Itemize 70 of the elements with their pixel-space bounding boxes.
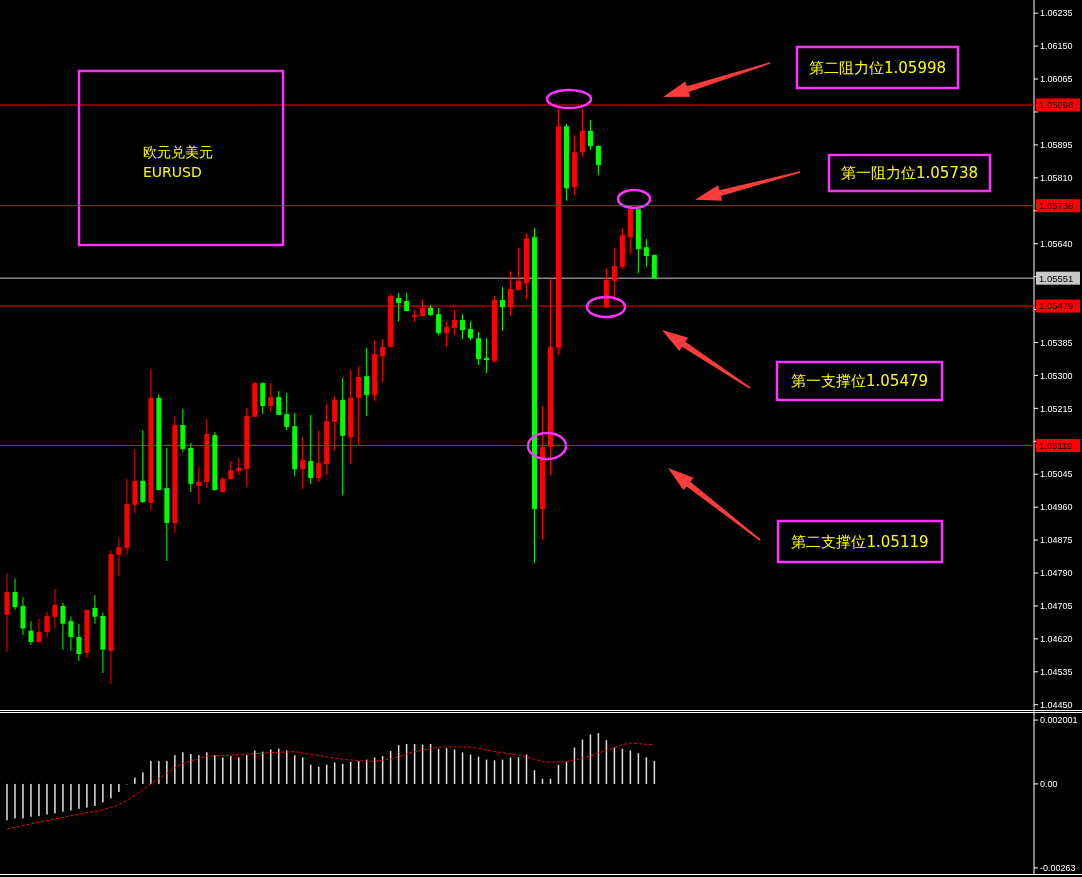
candlestick (500, 286, 506, 332)
y-tick-label: 1.04535 (1040, 666, 1073, 677)
y-tick-label: 1.05300 (1040, 370, 1073, 381)
candlestick (4, 572, 10, 653)
annotation: 第一阻力位1.05738 (840, 164, 979, 183)
y-tick-label: 1.05045 (1040, 469, 1073, 480)
candlestick (196, 466, 202, 505)
y-tick-label: 1.04960 (1040, 502, 1073, 513)
candlestick (52, 588, 58, 629)
y-tick-label: 1.05640 (1040, 238, 1073, 249)
candlestick (76, 623, 82, 662)
y-tick-label: 1.04705 (1040, 601, 1073, 612)
candlestick (20, 596, 26, 636)
candlestick (228, 460, 234, 481)
y-tick-label: 1.06065 (1040, 74, 1073, 85)
candlestick (643, 238, 649, 268)
y-tick-label: 0.00 (1040, 779, 1058, 790)
candlestick (284, 392, 290, 431)
candlestick (364, 347, 370, 417)
candlestick (44, 611, 50, 639)
candlestick (380, 338, 386, 383)
candlestick (276, 390, 282, 416)
text: EURUSD (143, 164, 202, 180)
candlestick (140, 429, 146, 504)
candlestick (611, 247, 617, 302)
candlestick (60, 602, 66, 651)
candlestick (476, 331, 482, 366)
candlestick (579, 107, 585, 158)
y-tick-label: 1.05810 (1040, 172, 1073, 183)
candlestick (396, 292, 402, 322)
candlestick (92, 594, 98, 625)
y-tick-label: 1.05895 (1040, 140, 1073, 151)
ref-line-label: 1.05479 (1039, 300, 1074, 312)
candlestick (444, 320, 450, 348)
candlestick (116, 537, 122, 577)
y-tick-label: 1.04450 (1040, 699, 1073, 710)
candlestick (460, 313, 466, 340)
candlestick (484, 337, 490, 374)
candlestick (651, 254, 657, 280)
annotation: 第二阻力位1.05998 (808, 58, 947, 77)
candlestick (260, 381, 266, 415)
ref-line-label: 1.05551 (1039, 272, 1074, 284)
candlestick (595, 144, 601, 176)
y-tick-label: 1.04875 (1040, 535, 1073, 546)
candlestick (28, 620, 34, 646)
y-tick-label: 1.05385 (1040, 337, 1073, 348)
candlestick (587, 119, 593, 151)
ref-line-label: 1.05998 (1039, 99, 1074, 111)
candlestick (68, 616, 74, 652)
y-tick-label: -0.00263 (1040, 863, 1076, 874)
y-tick-label: 1.06150 (1040, 41, 1073, 52)
annotation: 第一支撑位1.05479 (790, 372, 929, 391)
y-tick-label: 0.002001 (1040, 715, 1078, 726)
y-tick-label: 1.06235 (1040, 8, 1073, 19)
annotation: 第二支撑位1.05119 (791, 532, 929, 551)
candlestick (436, 307, 442, 336)
candlestick (452, 309, 458, 336)
y-tick-label: 1.04790 (1040, 568, 1073, 579)
candlestick (268, 382, 274, 413)
candlestick (36, 618, 42, 644)
y-tick-label: 1.05215 (1040, 403, 1073, 414)
y-tick-label: 1.04620 (1040, 634, 1073, 645)
line-series (6, 742, 655, 830)
ref-line-label: 1.05738 (1039, 200, 1074, 212)
candlestick (12, 577, 18, 611)
text: 欧元兑美元 (143, 144, 213, 160)
candlestick (516, 247, 521, 291)
ref-line-label: 1.05119 (1039, 439, 1073, 451)
candlestick (468, 320, 474, 341)
candlestick (308, 414, 314, 485)
